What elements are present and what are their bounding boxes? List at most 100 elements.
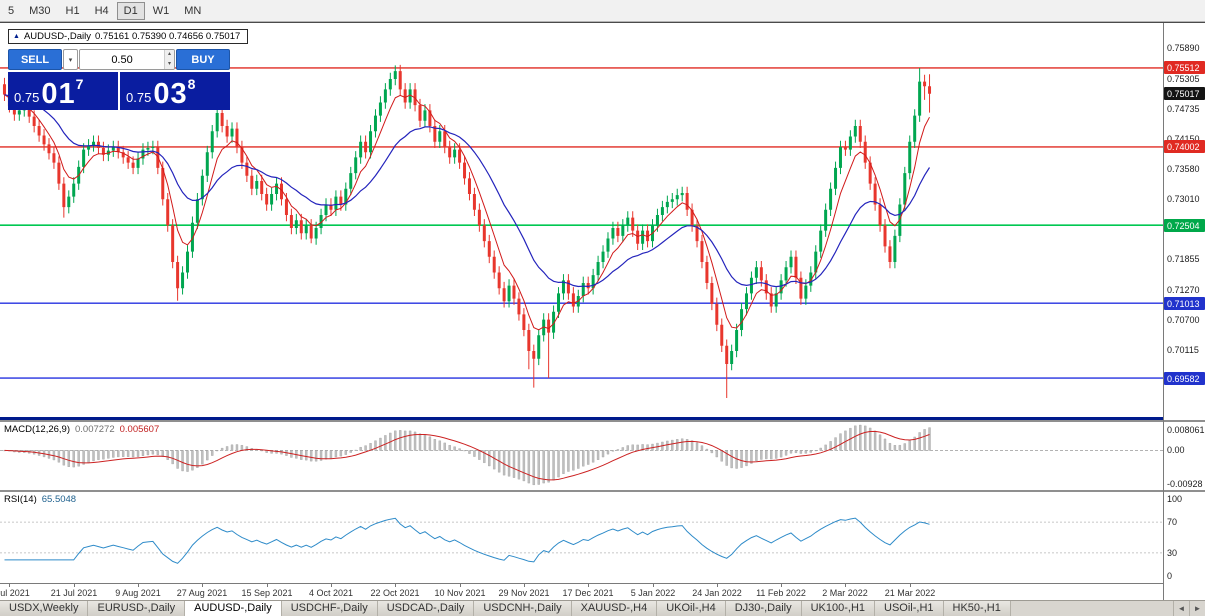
timeframe-button-d1[interactable]: D1 — [116, 1, 145, 20]
bottom-border-line — [0, 417, 1163, 420]
timeframe-button-h1[interactable]: H1 — [59, 2, 87, 20]
time-axis-label: 24 Jan 2022 — [692, 588, 742, 598]
chart-tab-audusd-daily[interactable]: AUDUSD-,Daily — [185, 601, 282, 616]
chart-tab-usdcad-daily[interactable]: USDCAD-,Daily — [377, 601, 475, 616]
chart-ohlc-label: 0.75161 0.75390 0.74656 0.75017 — [94, 31, 241, 42]
macd-signal-value: 0.005607 — [119, 424, 160, 435]
time-axis-tick — [910, 584, 911, 587]
time-axis-label: 10 Nov 2021 — [434, 588, 486, 598]
timeframe-button-mn[interactable]: MN — [177, 2, 208, 20]
main-macd-splitter[interactable] — [0, 420, 1163, 422]
time-axis-label: 17 Dec 2021 — [562, 588, 614, 598]
time-axis-label: 22 Oct 2021 — [370, 588, 420, 598]
macd-axis-label: 0.008061 — [1167, 425, 1205, 435]
rsi-canvas[interactable] — [0, 492, 1163, 583]
chart-symbol-label: AUDUSD-,Daily — [23, 31, 91, 42]
time-axis-label: 4 Oct 2021 — [308, 588, 354, 598]
time-axis-label: 29 Nov 2021 — [498, 588, 550, 598]
chart-tab-dj30-daily[interactable]: DJ30-,Daily — [725, 601, 802, 616]
price-tag-0.74002: 0.74002 — [1164, 140, 1205, 153]
price-axis-label: 0.70700 — [1167, 315, 1200, 325]
sell-price-display[interactable]: 0.75 01 7 — [8, 72, 118, 110]
price-axis-label: 0.74735 — [1167, 104, 1200, 114]
sell-price-prefix: 0.75 — [14, 90, 40, 105]
down-candle-wicks — [3, 64, 931, 399]
macd-canvas[interactable] — [0, 422, 1163, 490]
timeframe-button-5[interactable]: 5 — [1, 2, 21, 20]
macd-axis-label: 0.00 — [1167, 445, 1185, 455]
chart-tab-xauusd-h4[interactable]: XAUUSD-,H4 — [571, 601, 658, 616]
ma-slow-line — [4, 94, 931, 288]
time-axis-tick — [524, 584, 525, 587]
rsi-axis-label: 70 — [1167, 517, 1178, 527]
macd-name: MACD(12,26,9) — [4, 424, 70, 435]
time-axis-tick — [9, 584, 10, 587]
macd-signal-line — [4, 430, 930, 481]
tabs-scroll-right-button[interactable]: ► — [1189, 601, 1205, 616]
price-axis[interactable]: 0.75890 0.75305 0.74735 0.74150 0.73580 0.730… — [1163, 23, 1205, 600]
rsi-line — [4, 517, 930, 564]
rsi-axis-label: 0 — [1167, 571, 1173, 581]
time-axis-tick — [331, 584, 332, 587]
up-candle-bodies — [17, 71, 922, 365]
axis-separator — [1164, 490, 1205, 492]
time-axis-label: 9 Aug 2021 — [115, 588, 161, 598]
chart-tab-usdx-weekly[interactable]: USDX,Weekly — [0, 601, 89, 616]
time-axis-label: 5 Jan 2022 — [630, 588, 676, 598]
rsi-value: 65.5048 — [41, 494, 77, 505]
time-axis-label: 2 Jul 2021 — [0, 588, 30, 598]
price-chart-canvas[interactable] — [0, 23, 1163, 420]
rsi-label: RSI(14) 65.5048 — [4, 494, 76, 505]
macd-axis-label: -0.00928 — [1167, 479, 1203, 489]
time-axis-tick — [74, 584, 75, 587]
one-click-trading-panel: SELL ▾ ▴ ▾ BUY 0.75 — [8, 49, 230, 110]
time-axis[interactable]: 2 Jul 2021 21 Jul 2021 9 Aug 2021 27 Aug 20… — [0, 583, 1163, 600]
macd-rsi-splitter[interactable] — [0, 490, 1163, 492]
buy-price-pips: 03 — [153, 78, 188, 110]
price-axis-label: 0.73010 — [1167, 194, 1200, 204]
timeframe-button-h4[interactable]: H4 — [88, 2, 116, 20]
time-axis-tick — [845, 584, 846, 587]
volume-input[interactable] — [80, 50, 165, 69]
chart-tab-uk100-h1[interactable]: UK100-,H1 — [801, 601, 876, 616]
rsi-axis-label: 100 — [1167, 494, 1183, 504]
price-axis-label: 0.71270 — [1167, 285, 1200, 295]
chart-tab-usdchf-daily[interactable]: USDCHF-,Daily — [281, 601, 378, 616]
volume-increase-button[interactable]: ▴ — [165, 50, 174, 60]
chart-tab-usdcnh-daily[interactable]: USDCNH-,Daily — [474, 601, 572, 616]
price-axis-label: 0.74150 — [1167, 134, 1200, 144]
macd-indicator-panel: MACD(12,26,9) 0.007272 0.005607 — [0, 422, 1163, 490]
time-axis-tick — [202, 584, 203, 587]
rsi-name: RSI(14) — [4, 494, 37, 505]
sell-price-pips: 01 — [41, 78, 76, 110]
rsi-indicator-panel: RSI(14) 65.5048 — [0, 492, 1163, 583]
volume-decrease-button[interactable]: ▾ — [165, 59, 174, 69]
timeframe-button-w1[interactable]: W1 — [146, 2, 177, 20]
chart-tab-ukoil-h4[interactable]: UKOil-,H4 — [657, 601, 726, 616]
chart-tab-hk50-h1[interactable]: HK50-,H1 — [943, 601, 1011, 616]
chart-panels: ▲ AUDUSD-,Daily 0.75161 0.75390 0.74656 … — [0, 23, 1163, 600]
time-axis-label: 15 Sep 2021 — [241, 588, 293, 598]
up-candle-wicks — [18, 65, 921, 371]
chart-icon: ▲ — [13, 33, 20, 40]
tab-scroll-buttons: ◄ ► — [1173, 601, 1205, 616]
sell-button[interactable]: SELL — [8, 49, 62, 70]
tabs-scroll-left-button[interactable]: ◄ — [1173, 601, 1189, 616]
chart-tab-eurusd-daily[interactable]: EURUSD-,Daily — [88, 601, 186, 616]
price-axis-label: 0.75890 — [1167, 43, 1200, 53]
volume-dropdown-button[interactable]: ▾ — [63, 49, 78, 70]
chart-tabs: USDX,Weekly EURUSD-,Daily AUDUSD-,Daily USD… — [0, 601, 1173, 616]
chart-window: ▲ AUDUSD-,Daily 0.75161 0.75390 0.74656 … — [0, 22, 1205, 600]
axis-separator — [1164, 420, 1205, 422]
chart-tab-usoil-h1[interactable]: USOil-,H1 — [875, 601, 944, 616]
buy-button[interactable]: BUY — [176, 49, 230, 70]
timeframe-toolbar: 5 M30 H1 H4 D1 W1 MN — [0, 0, 1205, 22]
buy-price-display[interactable]: 0.75 03 8 — [120, 72, 230, 110]
price-chart-panel: ▲ AUDUSD-,Daily 0.75161 0.75390 0.74656 … — [0, 23, 1163, 420]
time-axis-tick — [653, 584, 654, 587]
timeframe-button-m30[interactable]: M30 — [22, 2, 57, 20]
time-axis-label: 11 Feb 2022 — [756, 588, 806, 598]
time-axis-tick — [460, 584, 461, 587]
sell-price-point: 7 — [75, 76, 84, 92]
